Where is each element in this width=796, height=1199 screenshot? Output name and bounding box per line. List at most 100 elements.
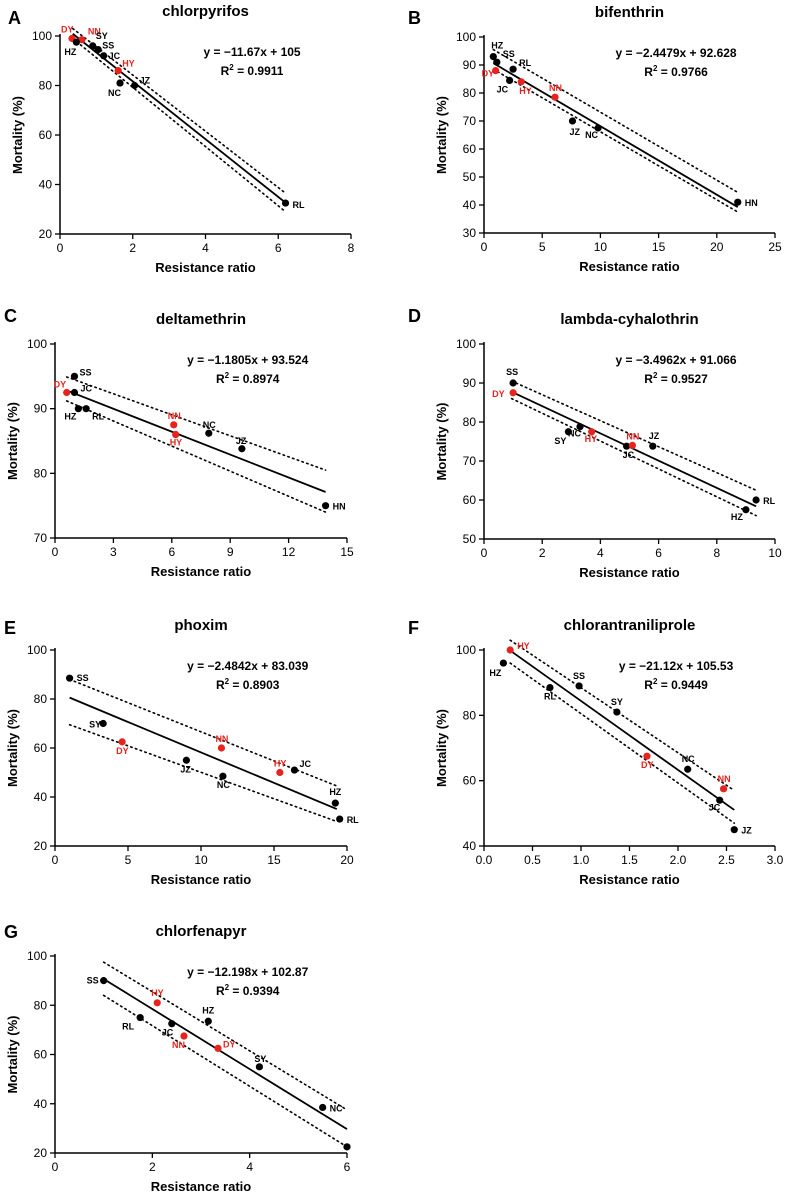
data-point (99, 719, 107, 728)
y-tick-label: 100 (27, 949, 47, 963)
point-label: DY (61, 24, 74, 34)
point-label: SY (89, 720, 101, 730)
data-point (217, 744, 226, 752)
data-point (130, 81, 139, 90)
regression-line (492, 62, 739, 208)
point-label: RL (92, 412, 104, 422)
chart-title: deltamethrin (156, 311, 246, 328)
x-tick-label: 20 (340, 853, 354, 867)
point-label: SS (102, 41, 114, 51)
point-label: HY (274, 759, 287, 769)
panel-letter: C (4, 306, 17, 326)
y-tick-label: 100 (27, 643, 47, 657)
y-tick-label: 100 (456, 30, 476, 44)
x-tick-label: 4 (246, 1160, 253, 1174)
data-point (742, 506, 750, 514)
y-tick-label: 40 (463, 839, 477, 853)
data-point (509, 379, 517, 387)
data-point (643, 752, 651, 760)
ci-lower-line (510, 397, 757, 517)
r-squared: R2 = 0.8974 (216, 371, 280, 386)
regression-equation: y = −21.12x + 105.53 (619, 659, 734, 673)
y-tick-label: 40 (463, 198, 477, 212)
data-point (331, 799, 339, 807)
data-point (336, 815, 344, 823)
ci-lower-line (492, 68, 739, 213)
point-label: HZ (64, 412, 76, 422)
point-label: JZ (741, 826, 752, 836)
data-point (114, 67, 122, 75)
x-tick-label: 2 (129, 241, 136, 255)
regression-line (69, 696, 338, 810)
y-tick-label: 90 (463, 376, 477, 390)
chart-title: phoxim (174, 617, 227, 634)
r-squared: R2 = 0.8903 (216, 677, 280, 692)
data-point (506, 76, 514, 84)
data-point (509, 65, 517, 73)
data-point (70, 388, 79, 397)
r-squared: R2 = 0.9527 (644, 371, 708, 386)
y-tick-label: 60 (39, 128, 53, 142)
ci-upper-line (71, 27, 287, 194)
x-axis-title: Resistance ratio (579, 872, 679, 887)
panel-letter: E (4, 618, 16, 638)
y-tick-label: 80 (34, 692, 48, 706)
x-tick-label: 4 (202, 241, 209, 255)
x-tick-label: 20 (710, 240, 724, 254)
x-axis-title: Resistance ratio (579, 259, 679, 274)
x-tick-label: 2.0 (670, 853, 687, 867)
point-label: JZ (140, 76, 151, 86)
point-label: NN (88, 27, 101, 37)
data-point (219, 772, 227, 780)
r-squared: R2 = 0.9911 (221, 63, 284, 78)
chart-title: chlorfenapyr (156, 923, 247, 940)
x-tick-label: 15 (267, 853, 281, 867)
x-tick-label: 2 (149, 1160, 156, 1174)
y-tick-label: 90 (463, 58, 477, 72)
regression-line (511, 390, 757, 508)
y-tick-label: 70 (34, 531, 48, 545)
point-label: DY (641, 760, 654, 770)
x-tick-label: 10 (194, 853, 208, 867)
point-label: RL (347, 815, 359, 825)
point-label: JC (109, 51, 121, 61)
data-point (343, 1143, 351, 1151)
x-tick-label: 6 (344, 1160, 351, 1174)
y-tick-label: 20 (34, 1146, 48, 1160)
point-label: SY (554, 436, 566, 446)
point-label: SS (506, 367, 518, 377)
ci-upper-line (510, 380, 757, 492)
chart-title: chlorantraniliprole (564, 617, 696, 634)
x-tick-label: 3.0 (767, 853, 784, 867)
regression-equation: y = −11.67x + 105 (204, 45, 301, 59)
y-axis-title: Mortality (%) (434, 403, 449, 481)
data-point (281, 199, 290, 207)
x-tick-label: 15 (652, 240, 666, 254)
point-label: SS (87, 976, 99, 986)
y-tick-label: 50 (463, 532, 477, 546)
chart-title: lambda-cyhalothrin (560, 311, 698, 328)
x-tick-label: 2.5 (718, 853, 735, 867)
data-point (78, 36, 86, 44)
point-label: NN (215, 734, 228, 744)
data-point (594, 124, 602, 132)
data-point (168, 1020, 176, 1028)
y-tick-label: 90 (34, 402, 48, 416)
y-tick-label: 40 (34, 790, 48, 804)
point-label: SS (79, 367, 91, 377)
data-point (66, 674, 74, 682)
data-point (276, 768, 284, 777)
data-point (153, 999, 161, 1007)
x-tick-label: 0.5 (524, 853, 541, 867)
data-point (204, 1017, 212, 1025)
x-tick-label: 15 (340, 545, 354, 559)
point-label: JC (623, 450, 635, 460)
data-point (509, 389, 517, 397)
data-point (100, 977, 108, 985)
r-squared: R2 = 0.9394 (216, 983, 280, 998)
ci-upper-line (102, 961, 348, 1111)
point-label: RL (544, 692, 556, 702)
data-point (622, 442, 631, 450)
